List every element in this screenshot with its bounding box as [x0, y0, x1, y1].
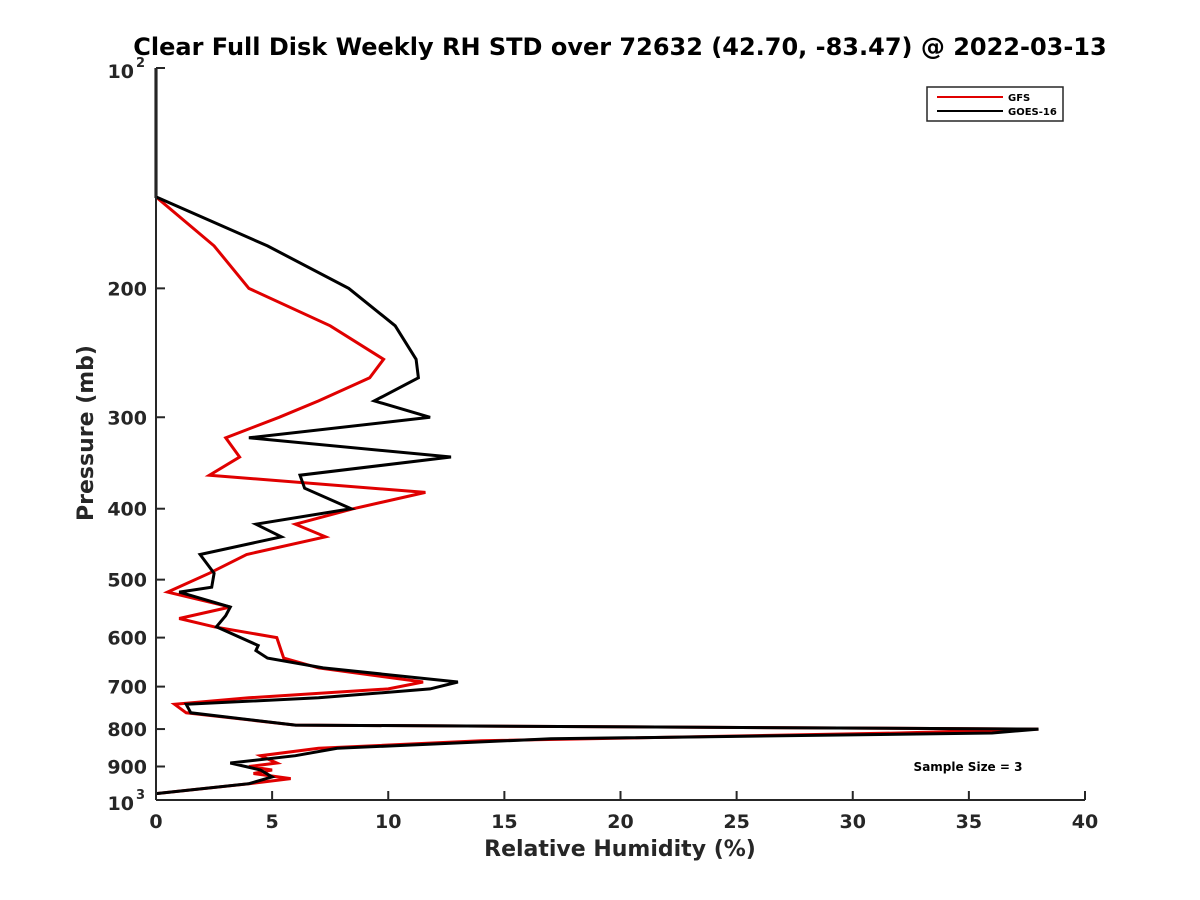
y-tick-label: 500 — [107, 570, 147, 592]
y-tick-label: 10 — [108, 61, 134, 83]
legend-box — [926, 86, 1064, 122]
y-tick-exponent: 2 — [136, 56, 145, 71]
chart-title: Clear Full Disk Weekly RH STD over 72632… — [133, 33, 1106, 61]
y-tick-label: 700 — [107, 677, 147, 699]
series-line-gfs — [154, 68, 1039, 796]
x-axis-ticks: 0 5 10 15 20 25 30 35 40 — [149, 791, 1098, 833]
plot-area: 0 5 10 15 20 25 30 35 40 200 300 400 500 600 700 800 90… — [107, 56, 1098, 833]
y-tick-label: 10 — [108, 793, 134, 815]
legend-label-goes16: GOES-16 — [1008, 107, 1057, 118]
x-tick-label: 0 — [149, 811, 162, 833]
legend-label-gfs: GFS — [1008, 93, 1030, 104]
y-tick-label: 600 — [107, 628, 147, 650]
x-tick-label: 25 — [723, 811, 749, 833]
legend: GFS GOES-16 — [926, 86, 1064, 122]
x-tick-label: 40 — [1072, 811, 1098, 833]
x-tick-label: 15 — [491, 811, 517, 833]
sample-size-annotation: Sample Size = 3 — [914, 760, 1023, 774]
y-tick-label: 200 — [107, 278, 147, 300]
y-tick-label: 300 — [107, 407, 147, 429]
y-axis-label: Pressure (mb) — [74, 345, 99, 521]
y-tick-exponent: 3 — [136, 788, 145, 803]
y-tick-label: 400 — [107, 499, 147, 521]
x-tick-label: 20 — [607, 811, 633, 833]
x-axis-label: Relative Humidity (%) — [484, 837, 756, 862]
x-tick-label: 35 — [956, 811, 982, 833]
plot-background — [156, 68, 1085, 800]
x-tick-label: 30 — [840, 811, 866, 833]
series-line-goes16 — [154, 68, 1039, 796]
x-tick-label: 10 — [375, 811, 401, 833]
series-layer — [154, 68, 1039, 796]
y-tick-label: 800 — [107, 719, 147, 741]
x-tick-label: 5 — [266, 811, 279, 833]
y-tick-label: 900 — [107, 757, 147, 779]
